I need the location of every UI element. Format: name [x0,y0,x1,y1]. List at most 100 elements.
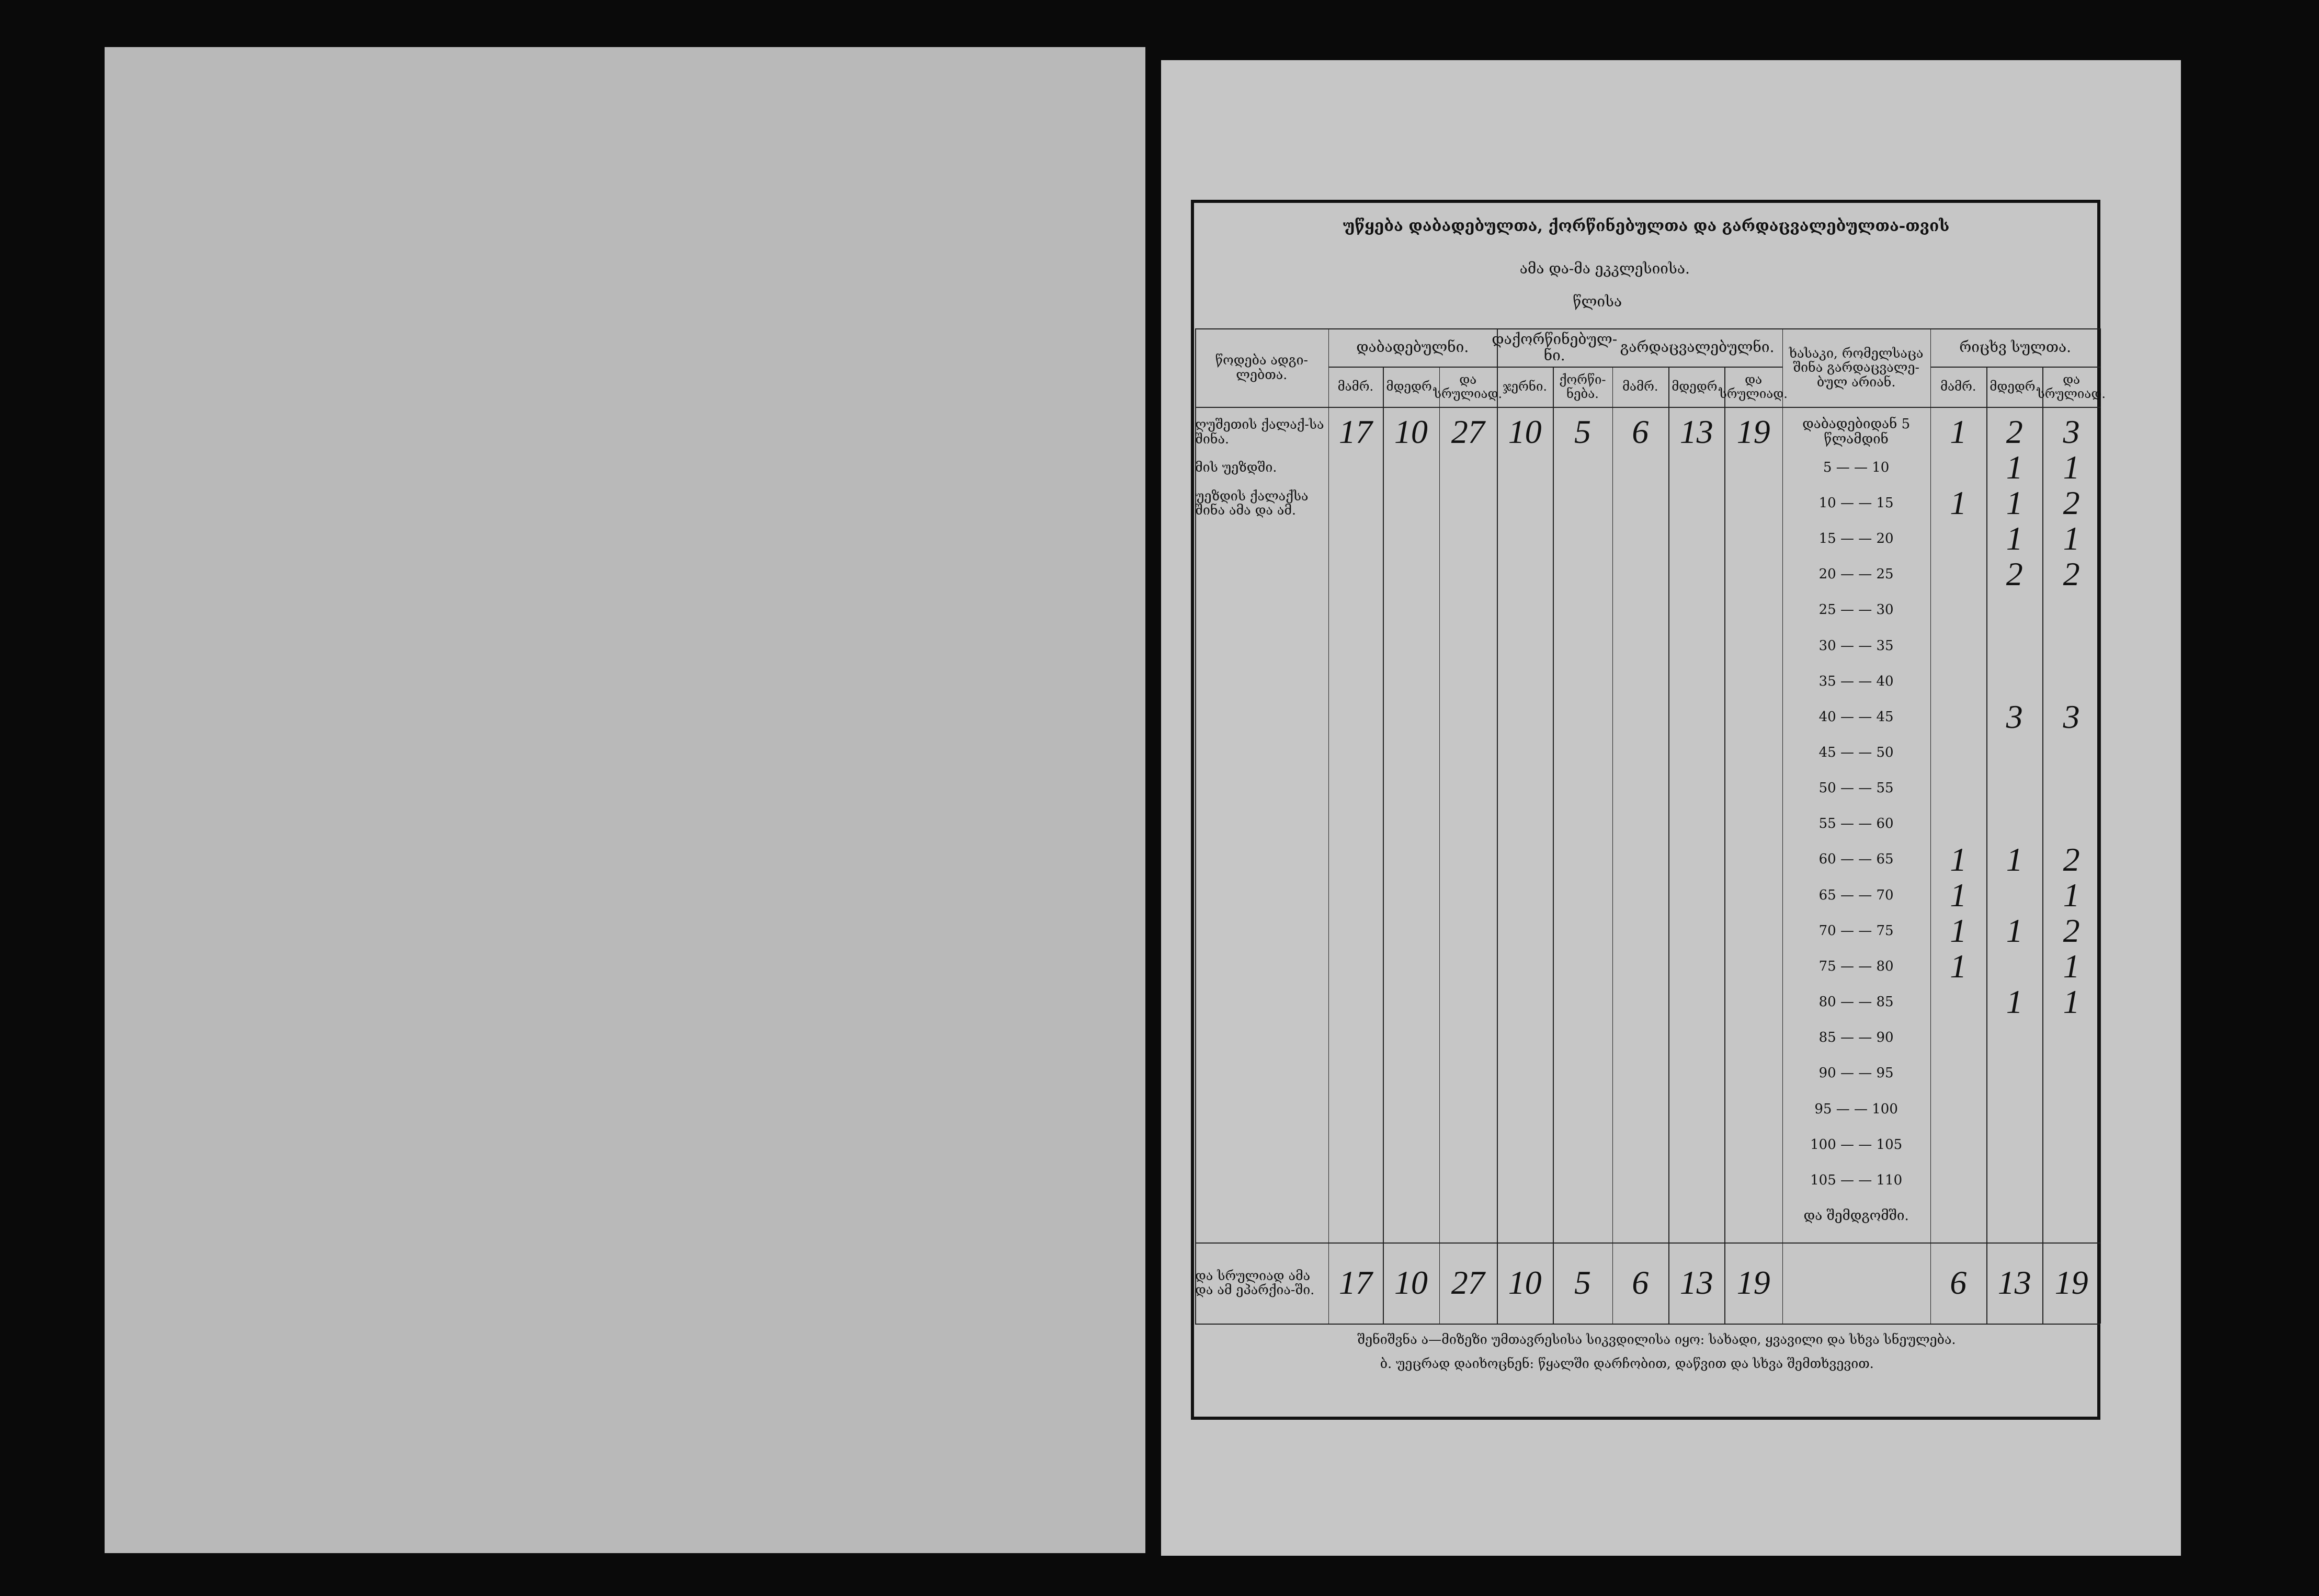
title: უწყება დაბადებულთა, ქორწინებულთა და გარდ… [1343,217,1950,236]
cell-value: 3 [2006,698,2023,735]
cell-value: 3 [2063,698,2080,735]
rule [1439,367,1440,1324]
cell-text: 95 — — 100 [1814,1101,1898,1117]
cell-value: 19 [1736,413,1770,450]
cell-value: 1 [2006,448,2023,486]
cell-value: 5 [1574,413,1591,450]
cell-value: 1 [2063,448,2080,486]
column-header: მამრ. [1337,379,1374,394]
note-b: ბ. უეცრად დაიხოცნენ: წყალში დარჩობით, და… [1380,1355,1874,1371]
column-header: ხასაკი, რომელსაცა შინა გარდაცვალე-ბულ არ… [1789,345,1924,390]
cell-value: 6 [1632,413,1649,450]
cell-value: 2 [2063,840,2080,878]
rule [1986,367,1987,1324]
cell-text: 30 — — 35 [1818,637,1894,654]
right-page [1161,60,2181,1556]
column-header: მდედრ. [1386,379,1436,394]
cell-value: 1 [2006,520,2023,557]
rule [1195,406,2100,408]
cell-text: 5 — — 10 [1823,459,1890,475]
cell-text: უეზდის ქალაქსა შინა ამა და ამ. [1195,488,1309,518]
cell-text: 70 — — 75 [1818,922,1894,939]
column-header: ჯერნი. [1503,379,1548,394]
cell-value: 1 [1950,484,1967,522]
cell-value: 13 [1679,413,1713,450]
cell-value: 17 [1338,413,1372,450]
cell-value: 10 [1394,1264,1428,1302]
cell-text: 50 — — 55 [1818,780,1894,796]
cell-value: 1 [2006,911,2023,949]
cell-value: 3 [2063,413,2080,450]
group-header: დაქორწინებულ-ნი. [1492,330,1618,364]
cell-text: 60 — — 65 [1818,851,1894,868]
cell-value: 27 [1451,1264,1485,1302]
note-a: შენიშვნა ა—მიზეზი უმთავრესისა სიკვდილისა… [1357,1332,1956,1348]
cell-value: 1 [2006,840,2023,878]
column-header: მდედრ. [1990,379,2040,394]
cell-value: 17 [1338,1264,1372,1302]
cell-text: და შემდგომში. [1803,1208,1909,1224]
column-header: და სრულიად. [1434,372,1503,401]
cell-value: 1 [2063,876,2080,914]
cell-value: 6 [1632,1264,1649,1302]
rule [1724,367,1726,1324]
cell-value: 19 [1736,1264,1770,1302]
cell-value: 1 [1950,413,1967,450]
rule [2042,367,2044,1324]
group-header: დაბადებულნი. [1356,338,1469,356]
rule [1195,1242,2100,1244]
cell-value: 2 [2063,484,2080,522]
rule [1930,367,2100,368]
cell-value: 1 [1950,840,1967,878]
cell-value: 1 [2006,983,2023,1021]
cell-text: 90 — — 95 [1818,1065,1894,1081]
year-label: წლისა [1573,292,1622,310]
cell-value: 13 [1679,1264,1713,1302]
left-page [105,47,1145,1553]
cell-text: 85 — — 90 [1818,1030,1894,1046]
rule [1195,1324,2100,1325]
rule [2100,328,2101,1324]
cell-text: 35 — — 40 [1818,673,1894,689]
cell-text: 80 — — 85 [1818,994,1894,1010]
column-header: მამრ. [1622,379,1658,394]
cell-text: 75 — — 80 [1818,958,1894,974]
cell-value: 2 [2063,555,2080,593]
group-header: რიცხვ სულთა. [1959,338,2072,356]
cell-value: 1 [2063,520,2080,557]
column-header: წოდება ადგი-ლებთა. [1215,352,1308,382]
cell-text: 25 — — 30 [1818,602,1894,618]
column-header: ქორწი-ნება. [1559,372,1606,401]
rule [1328,367,1782,368]
cell-text: 40 — — 45 [1818,709,1894,725]
rule [1195,328,2100,330]
cell-value: 1 [1950,911,1967,949]
cell-value: 10 [1508,413,1542,450]
cell-text: 55 — — 60 [1818,816,1894,832]
table-frame [1191,200,2100,1420]
cell-text: 20 — — 25 [1818,566,1894,583]
cell-value: 2 [2006,555,2023,593]
church-label: ამა და-მა ეკკლესიისა. [1519,260,1690,278]
cell-value: 10 [1394,413,1428,450]
cell-text: დაბადებიდან 5 წლამდინ [1802,416,1911,447]
cell-value: 1 [2006,484,2023,522]
rule [1383,367,1384,1324]
rule [1195,328,1196,1324]
cell-value: 6 [1950,1264,1967,1302]
cell-value: 5 [1574,1264,1591,1302]
cell-value: 2 [2063,911,2080,949]
cell-value: 1 [2063,948,2080,985]
cell-text: 105 — — 110 [1810,1172,1903,1188]
cell-text: 65 — — 70 [1818,887,1894,903]
column-header: და სრულიად. [1719,372,1788,401]
column-header: მდედრ. [1672,379,1722,394]
cell-text: 10 — — 15 [1818,495,1894,511]
cell-text: 45 — — 50 [1818,744,1894,760]
rule [1930,328,1931,1324]
rule [1496,328,1498,1324]
group-header: გარდაცვალებულნი. [1620,338,1775,356]
cell-text: 15 — — 20 [1818,531,1894,547]
cell-text: 100 — — 105 [1810,1136,1903,1153]
